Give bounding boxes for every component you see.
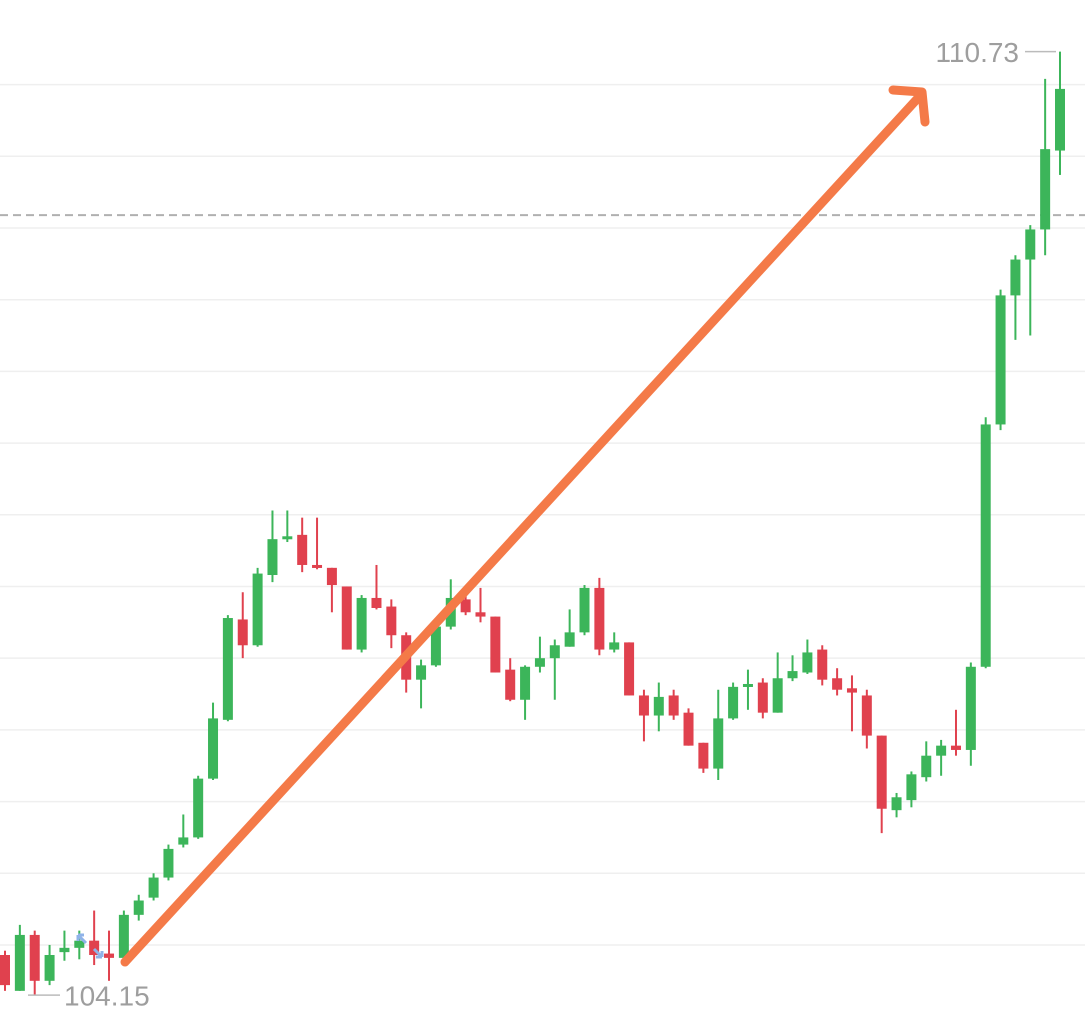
candle-body [490,616,501,673]
candle-body [326,567,337,586]
candle-body [475,612,486,617]
candle-body [148,877,159,898]
candle-body [14,934,25,991]
min-label: 104.15 [64,981,150,1012]
candle-body [312,564,323,568]
candle-body [163,848,174,878]
candle-body [579,587,590,633]
candle-body [950,745,961,750]
candle-body [772,678,783,713]
annotations [76,85,930,967]
candle-body [208,718,219,779]
candle-body [460,599,471,613]
candle-body [817,649,828,680]
candle-body [297,534,308,565]
candle-body [757,682,768,713]
candle-body [921,755,932,778]
candle-body [1010,259,1021,296]
candle-body [252,573,263,646]
candle-body [965,666,976,750]
candle-body [876,735,887,809]
candle-body [1040,149,1051,230]
candle-body [653,696,664,716]
candle-body [282,536,293,540]
candle-body [104,953,115,958]
candle-body [832,678,843,690]
candle-body [59,947,70,953]
candle-body [371,597,382,608]
candle-body [133,900,144,915]
candle-body [1025,229,1036,260]
candle-body [222,618,233,720]
trend-arrow [120,93,923,967]
candle-body [237,619,248,646]
candle-body [683,712,694,746]
candle-body [386,606,397,636]
candle-body [193,778,204,838]
candle-body [118,914,129,958]
max-label: 110.73 [935,37,1019,68]
candle-body [74,940,85,948]
candle-body [713,718,724,769]
candle-body [638,695,649,716]
candle-body [698,742,709,769]
candle-body [356,597,367,650]
candle-body [609,642,620,650]
candle-body [668,695,679,716]
candle-body [906,774,917,801]
candle-body [430,626,441,666]
candle-body [89,940,100,956]
candle-body [742,683,753,687]
candle-body [936,745,947,756]
candle-body [29,934,40,981]
candle-body [891,797,902,811]
candle-body [534,658,545,667]
candle-body [861,695,872,736]
labels: 110.73 104.15 [28,37,1056,1012]
draw-handle-icon[interactable] [76,933,104,959]
candle-body [267,539,278,576]
candle-body [520,666,531,700]
candle-body [416,665,427,680]
candle-body [505,669,516,700]
candle-body [728,686,739,719]
candle-body [178,837,189,845]
candle-body [0,955,10,986]
candle-body [846,688,857,693]
candle-body [564,632,575,647]
candle-body [549,645,560,659]
candle-body [1055,88,1065,151]
candle-body [341,586,352,650]
trend-arrow-head [888,85,930,127]
candle-body [802,652,813,673]
grid [0,83,1085,946]
candle-body [594,587,605,650]
candle-body [980,424,991,667]
candle-body [44,955,55,981]
candle-body [995,295,1006,425]
candle-body [787,671,798,679]
candle-body [624,642,635,696]
